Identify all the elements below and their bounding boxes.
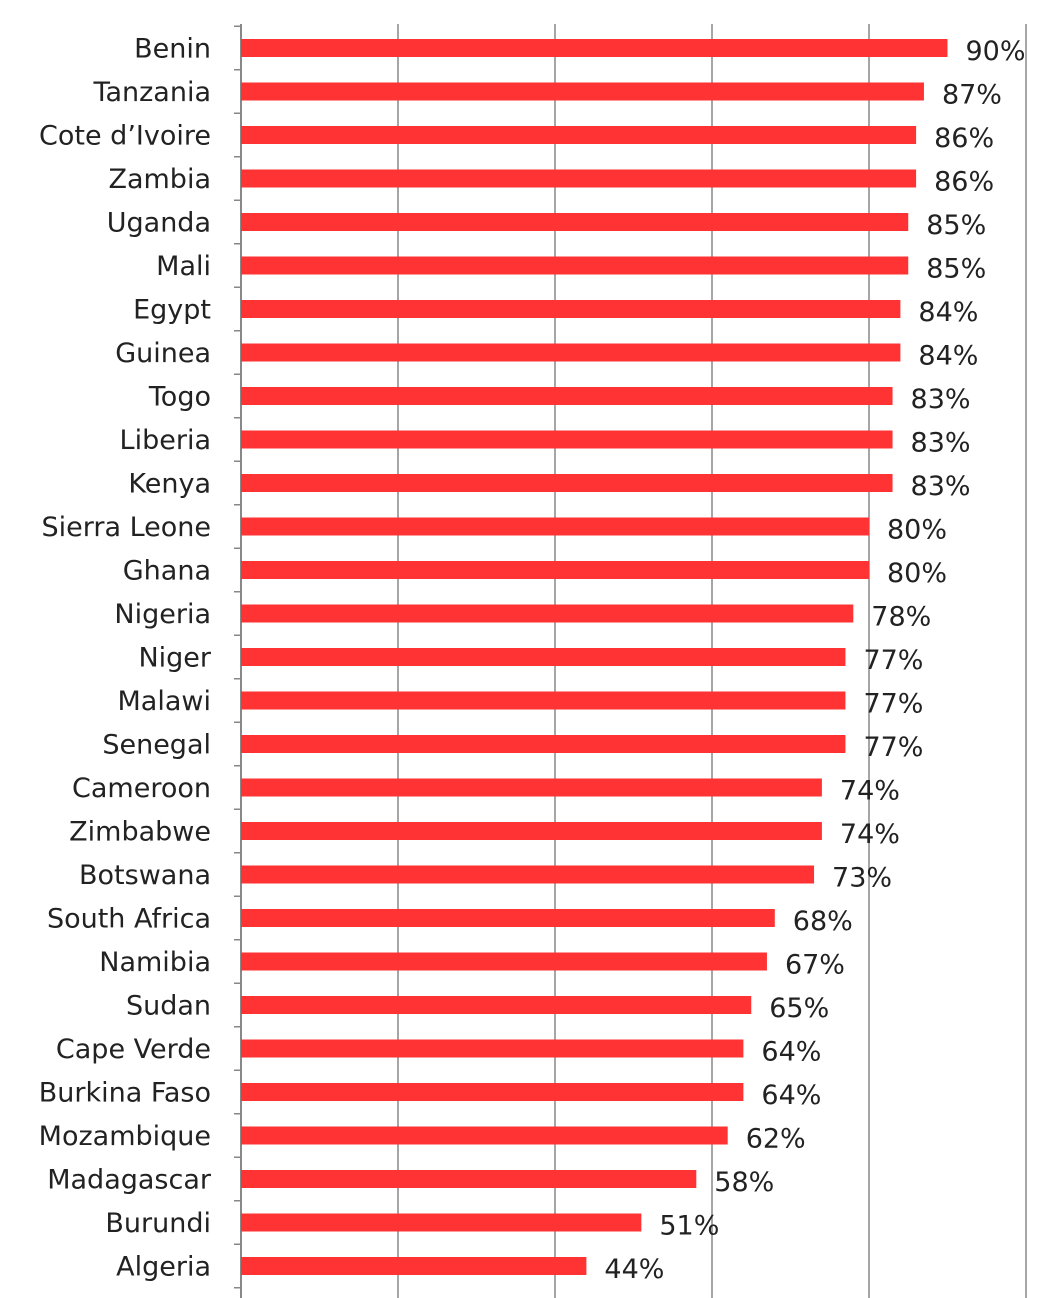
bar (241, 648, 846, 666)
category-label: Burkina Faso (39, 1078, 211, 1109)
bar (241, 1126, 728, 1145)
bar (241, 1257, 587, 1275)
category-label: Sudan (126, 991, 211, 1022)
data-label: 73% (832, 863, 892, 894)
category-label: Niger (138, 643, 211, 674)
category-label: Togo (148, 382, 211, 413)
bar (241, 1083, 744, 1101)
data-label: 77% (863, 645, 923, 676)
bar (241, 39, 948, 57)
category-label: Algeria (116, 1252, 211, 1283)
bar (241, 517, 869, 536)
category-label: Burundi (105, 1208, 211, 1239)
category-label: South Africa (47, 904, 211, 935)
bar (241, 474, 893, 492)
bar (241, 256, 909, 275)
bar (241, 213, 909, 231)
bar (241, 865, 815, 884)
data-label: 86% (934, 123, 994, 154)
category-label: Uganda (107, 208, 211, 239)
category-label: Cape Verde (56, 1034, 211, 1065)
bar (241, 691, 846, 710)
bar (241, 822, 822, 840)
data-label: 84% (918, 341, 978, 372)
category-label: Ghana (123, 556, 211, 587)
category-label: Mali (156, 251, 211, 282)
category-label: Zambia (108, 164, 211, 195)
data-label: 58% (714, 1167, 774, 1198)
data-label: 83% (911, 384, 971, 415)
category-label: Sierra Leone (41, 512, 211, 543)
category-label: Namibia (99, 947, 211, 978)
data-label: 67% (785, 950, 845, 981)
data-label: 80% (887, 558, 947, 589)
bar (241, 430, 893, 449)
data-label: 77% (863, 732, 923, 763)
data-label: 62% (746, 1124, 806, 1155)
category-label: Tanzania (92, 77, 211, 108)
data-label: 85% (926, 254, 986, 285)
data-label: 86% (934, 167, 994, 198)
bar (241, 169, 917, 188)
bar (241, 82, 924, 101)
bar (241, 778, 822, 797)
data-label: 85% (926, 210, 986, 241)
data-label: 78% (871, 602, 931, 633)
category-label: Zimbabwe (69, 817, 211, 848)
category-label: Mozambique (39, 1121, 211, 1152)
data-label: 65% (769, 993, 829, 1024)
category-label: Botswana (79, 860, 211, 891)
bars (241, 39, 948, 1275)
category-label: Senegal (102, 730, 211, 761)
data-label: 83% (911, 471, 971, 502)
data-label: 80% (887, 515, 947, 546)
bar (241, 1039, 744, 1058)
data-label: 77% (863, 689, 923, 720)
category-labels: Benin Tanzania Cote d’Ivoire Zambia Uganda Ma… (39, 34, 212, 1283)
bar (241, 387, 893, 405)
category-label: Guinea (115, 338, 211, 369)
data-label: 51% (659, 1211, 719, 1242)
data-label: 90% (966, 36, 1026, 67)
data-label: 68% (793, 906, 853, 937)
bar (241, 996, 752, 1014)
category-label: Malawi (118, 686, 211, 717)
bar (241, 604, 854, 623)
data-label: 87% (942, 80, 1002, 111)
bar (241, 952, 767, 971)
data-label: 74% (840, 819, 900, 850)
bar (241, 735, 846, 753)
data-label: 64% (761, 1037, 821, 1068)
data-label: 83% (911, 428, 971, 459)
data-label: 84% (918, 297, 978, 328)
category-label: Cameroon (72, 773, 211, 804)
value-labels: 90% 87% 86% 86% 85% 85% 84% 84% 83% 83% 83% 80% 80% 7… (604, 36, 1025, 1285)
bar (241, 909, 775, 927)
data-label: 74% (840, 776, 900, 807)
bar (241, 343, 901, 362)
bar (241, 300, 901, 318)
category-label: Madagascar (47, 1165, 212, 1196)
data-label: 44% (604, 1254, 664, 1285)
category-label: Cote d’Ivoire (39, 121, 211, 152)
category-label: Egypt (133, 295, 211, 326)
category-label: Benin (134, 34, 211, 65)
bar (241, 561, 869, 579)
bar (241, 1213, 642, 1232)
category-label: Liberia (120, 425, 211, 456)
bar (241, 126, 917, 144)
data-label: 64% (761, 1080, 821, 1111)
bar (241, 1170, 697, 1188)
category-label: Kenya (128, 469, 211, 500)
category-label: Nigeria (114, 599, 211, 630)
